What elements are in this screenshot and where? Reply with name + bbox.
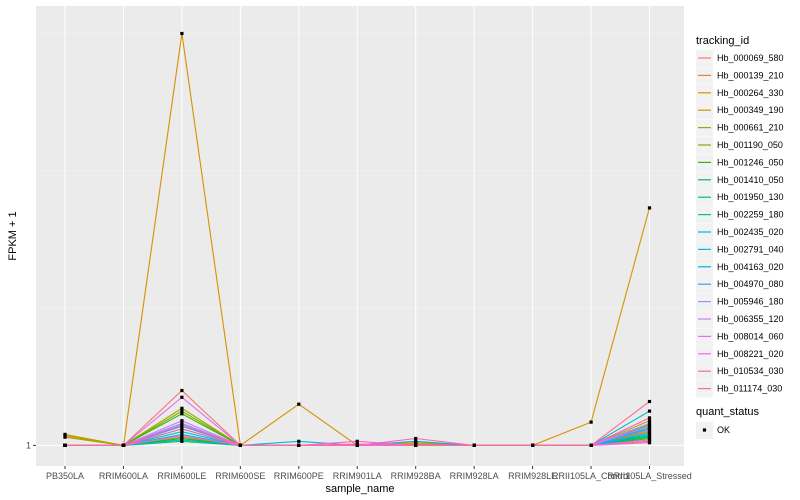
data-point (180, 434, 184, 438)
data-point (647, 419, 652, 423)
x-axis: PB350LA RRIM600LA RRIM600LE RRIM600SE RRIM60… (46, 466, 692, 481)
data-point (414, 436, 418, 441)
x-tick-label: RRIM901LA (333, 471, 382, 481)
legend-label: Hb_005946_180 (717, 297, 784, 307)
data-point (63, 443, 67, 447)
x-tick-label: RRIM928LE (508, 471, 557, 481)
data-point (297, 443, 301, 447)
x-tick-label: RRII105LA_Control (552, 471, 630, 481)
data-point (531, 443, 535, 447)
legend-label: Hb_011174_030 (717, 384, 782, 394)
y-axis: 1 (26, 440, 36, 450)
legend-label: Hb_001246_050 (717, 157, 784, 167)
legend-label: Hb_000069_580 (717, 53, 784, 63)
data-point (647, 409, 652, 413)
data-point (180, 427, 184, 431)
data-point (63, 435, 67, 439)
legend-label: Hb_002791_040 (717, 244, 784, 254)
legend-label: Hb_002435_020 (717, 227, 784, 237)
data-point (414, 443, 418, 447)
data-point (589, 420, 593, 424)
legend-color-title: tracking_id (696, 35, 749, 47)
x-tick-label: RRIM928BA (391, 471, 441, 481)
data-point (472, 443, 476, 447)
legend-label: Hb_008221_020 (717, 349, 784, 359)
legend: tracking_id Hb_000069_580Hb_000139_210Hb… (696, 35, 784, 439)
legend-shape-title: quant_status (696, 406, 759, 418)
data-point (647, 435, 652, 439)
legend-label: Hb_000139_210 (717, 70, 784, 80)
data-point (180, 430, 184, 434)
data-point (180, 388, 184, 393)
legend-label: Hb_001950_130 (717, 192, 784, 202)
data-point (647, 441, 652, 445)
data-point (180, 31, 184, 36)
legend-label: Hb_001190_050 (717, 140, 783, 150)
x-tick-label: RRIM600LE (157, 471, 206, 481)
data-point (414, 439, 418, 443)
legend-label: Hb_008014_060 (717, 331, 784, 341)
data-point (647, 206, 652, 210)
data-point (355, 439, 359, 443)
data-point (180, 406, 184, 410)
data-point (180, 419, 184, 423)
data-point (647, 424, 652, 428)
data-point (238, 443, 242, 447)
legend-shape-swatch (702, 428, 707, 432)
data-point (647, 438, 652, 442)
data-point (355, 442, 359, 446)
legend-label: Hb_002259_180 (717, 210, 784, 220)
data-point (180, 412, 184, 416)
data-point (180, 409, 184, 413)
x-tick-label: RRIM600PE (274, 471, 324, 481)
y-tick-label: 1 (26, 440, 31, 450)
legend-items: Hb_000069_580 Hb_000139_210 Hb_000264_330 H… (696, 50, 784, 398)
panel-background (36, 6, 684, 466)
data-point (589, 443, 593, 447)
x-axis-title: sample_name (325, 483, 394, 495)
data-point (180, 395, 184, 399)
y-axis-title: FPKM + 1 (7, 211, 19, 260)
legend-label: Hb_004970_080 (717, 279, 784, 289)
x-tick-label: RRIM928LA (450, 471, 499, 481)
x-tick-label: RRII105LA_Stressed (607, 471, 692, 481)
data-point (647, 416, 652, 420)
grid (36, 6, 684, 466)
data-points (63, 31, 652, 447)
legend-label: Hb_000349_190 (717, 105, 784, 115)
data-point (121, 443, 126, 447)
legend-label: Hb_004163_020 (717, 262, 784, 272)
x-tick-label: PB350LA (46, 471, 84, 481)
x-tick-label: RRIM600SE (215, 471, 265, 481)
legend-label: Hb_006355_120 (717, 314, 784, 324)
legend-label: Hb_000264_330 (717, 88, 784, 98)
data-point (647, 421, 652, 425)
legend-label: Hb_000661_210 (717, 123, 784, 133)
data-point (297, 439, 301, 443)
legend-label: Hb_001410_050 (717, 175, 784, 185)
data-point (647, 431, 652, 435)
legend-label: OK (717, 425, 730, 435)
data-point (647, 399, 652, 404)
legend-shape-items: OK (696, 422, 730, 439)
legend-label: Hb_010534_030 (717, 366, 784, 376)
data-point (63, 432, 67, 436)
x-tick-label: RRIM600LA (99, 471, 148, 481)
data-point (180, 423, 184, 427)
data-point (297, 402, 301, 406)
data-point (180, 438, 184, 442)
